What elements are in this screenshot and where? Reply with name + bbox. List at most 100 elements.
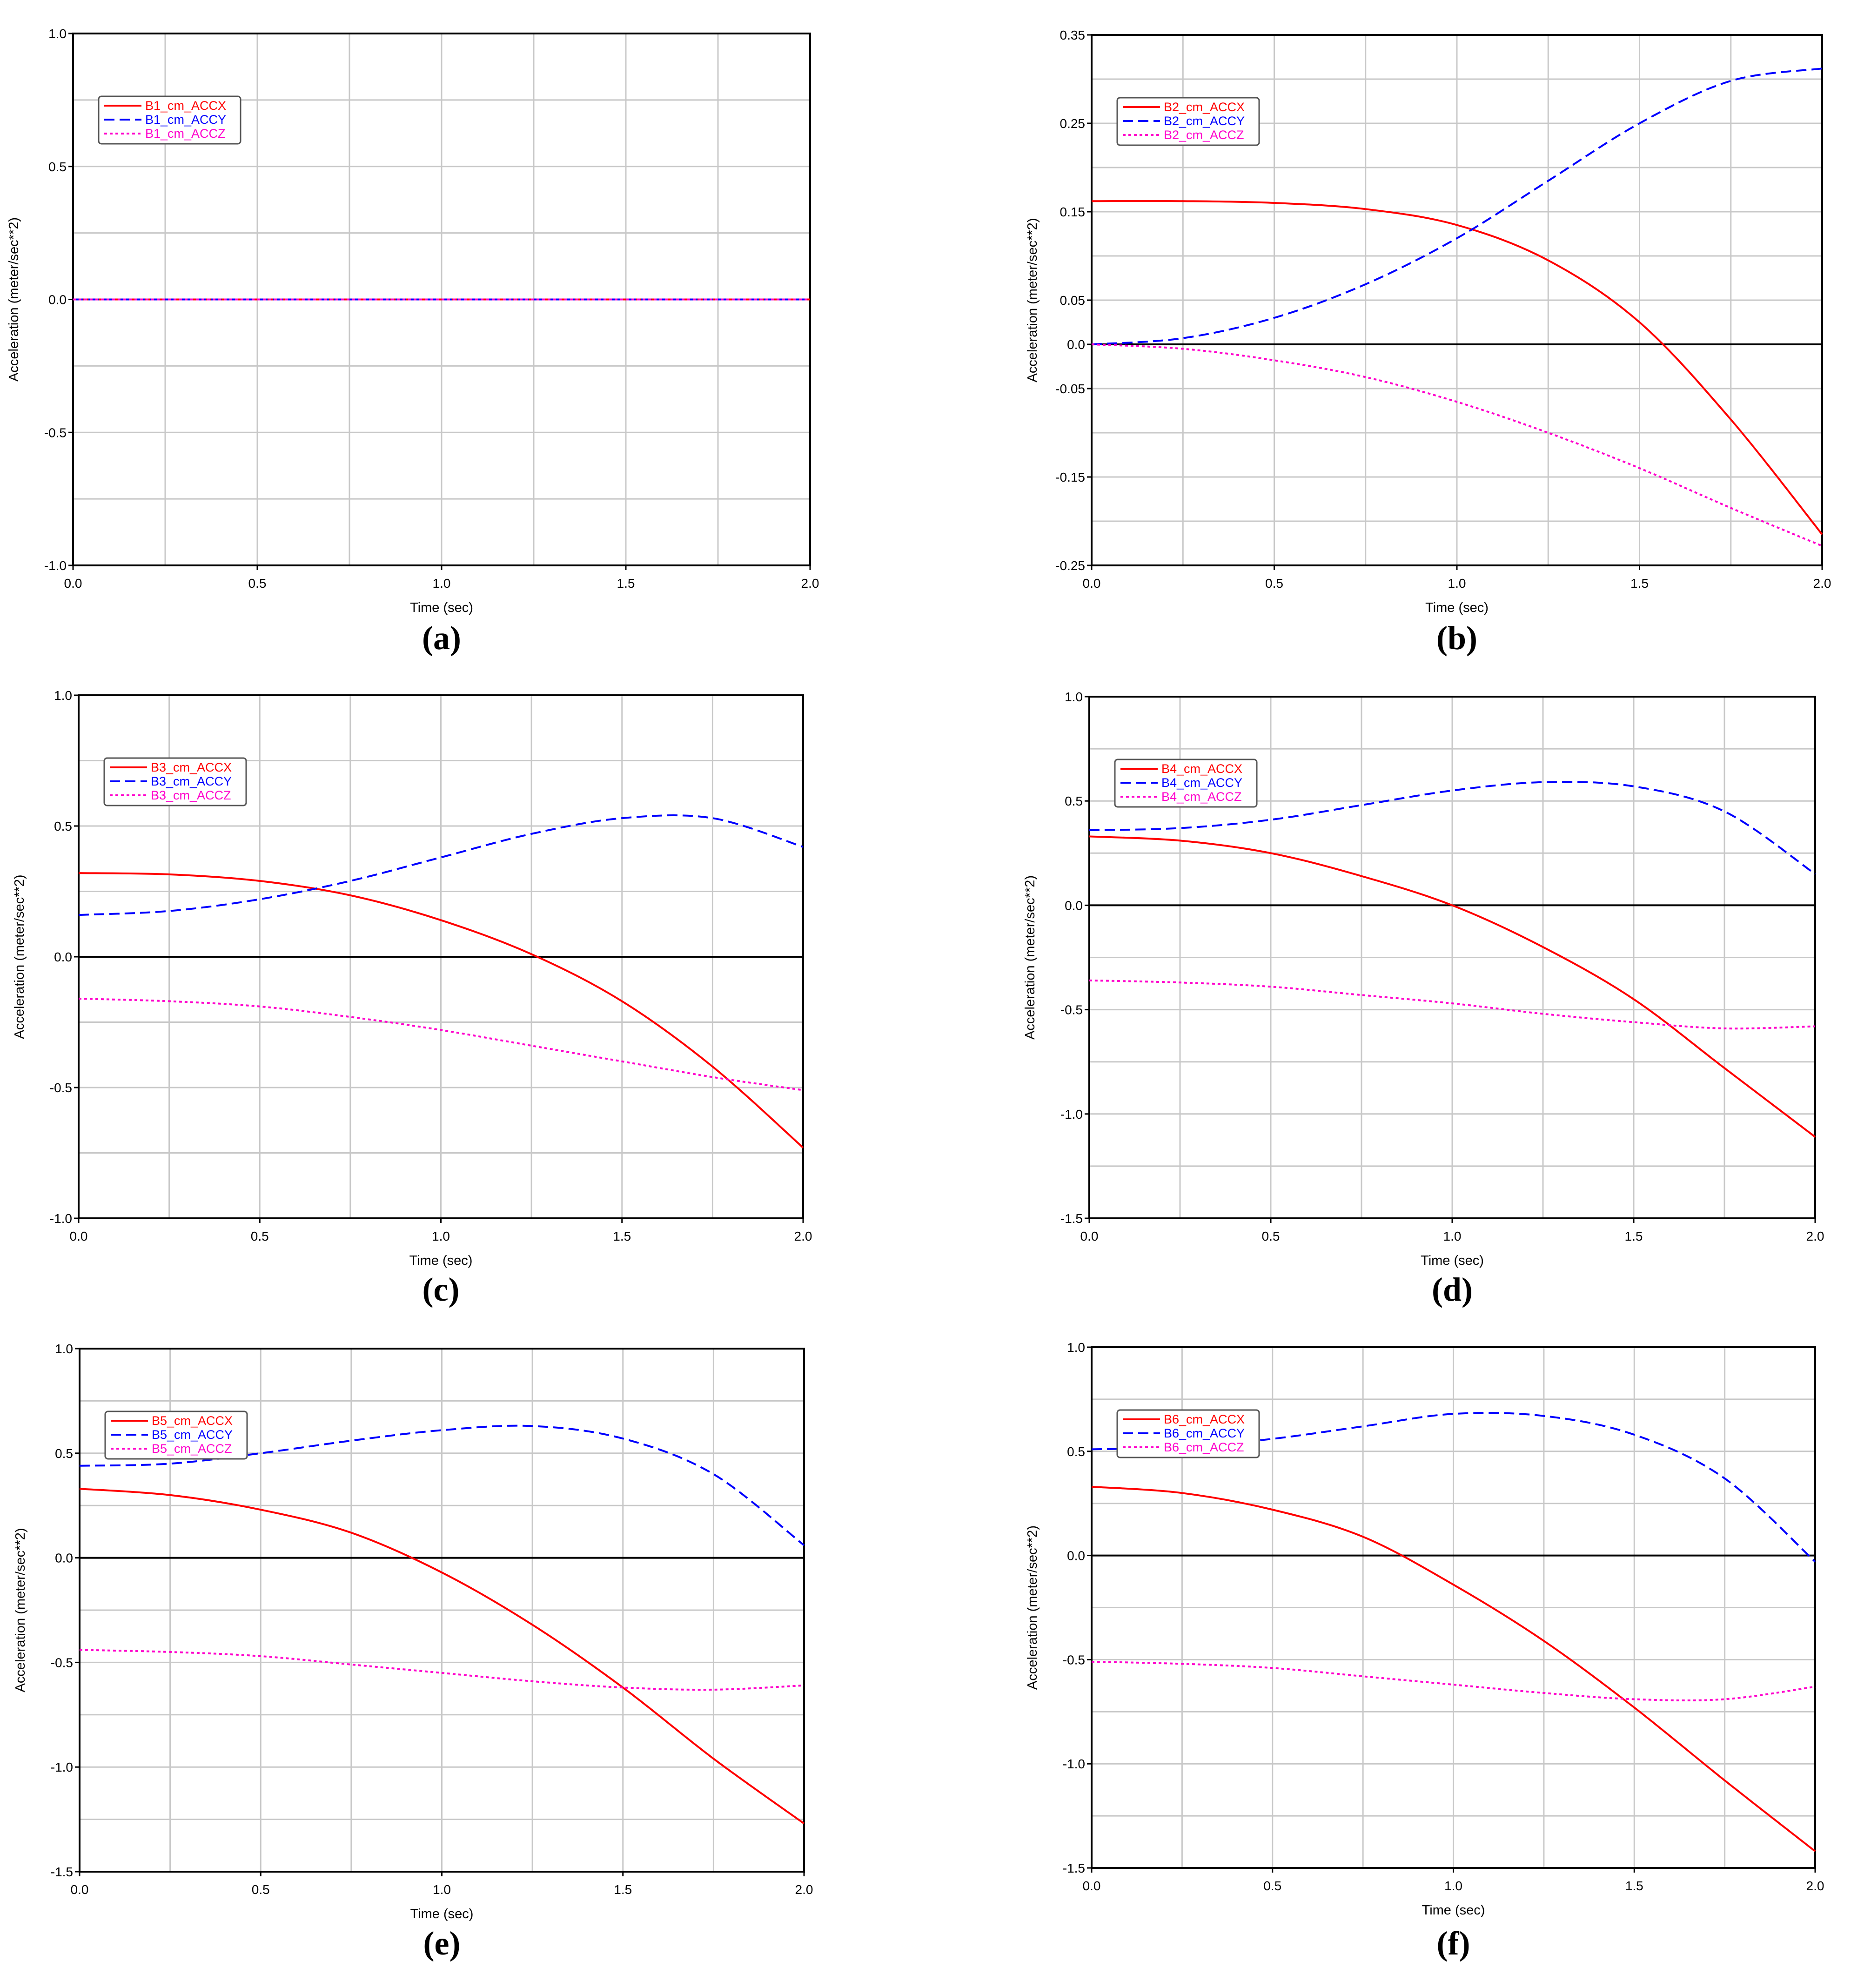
legend-label: B1_cm_ACCX: [145, 99, 226, 113]
chart-panel-a: 0.0 0.5 1.0 1.5 2.0 -1.0 -0.5 0.0 0.5 1.0 Time (se…: [7, 27, 819, 657]
y-tick-label: 0.0: [1067, 1549, 1085, 1563]
y-tick-label: -0.5: [1063, 1652, 1085, 1667]
legend-label: B1_cm_ACCZ: [145, 127, 226, 141]
x-tick-label: 0.5: [1262, 1229, 1280, 1243]
series-line-B3_cm_ACCX: [78, 872, 804, 1148]
x-tick-label: 0.0: [71, 1882, 89, 1897]
x-tick-label: 0.5: [1265, 576, 1283, 591]
panel-caption: (b): [1436, 619, 1477, 657]
x-tick-label: 0.5: [248, 576, 267, 591]
series-line-B3_cm_ACCZ: [78, 997, 804, 1091]
y-tick-label: 1.0: [48, 27, 67, 41]
series-line-B4_cm_ACCZ: [1089, 979, 1816, 1030]
x-tick-label: 2.0: [801, 576, 819, 591]
series-line-B4_cm_ACCY: [1089, 781, 1816, 875]
x-axis-label: Time (sec): [410, 1907, 474, 1921]
legend-label: B5_cm_ACCY: [152, 1428, 233, 1442]
legend-label: B3_cm_ACCZ: [151, 788, 231, 802]
x-axis-label: Time (sec): [1425, 600, 1489, 615]
legend-label: B3_cm_ACCY: [151, 774, 232, 788]
legend-label: B2_cm_ACCY: [1164, 114, 1245, 128]
x-tick-label: 2.0: [1813, 576, 1831, 591]
y-tick-label: 0.5: [1067, 1444, 1085, 1459]
y-tick-label: 0.15: [1060, 205, 1086, 219]
legend-box: [1114, 759, 1258, 808]
series-line-B6_cm_ACCX: [1091, 1485, 1816, 1852]
y-axis-label: Acceleration (meter/sec**2): [1023, 875, 1038, 1040]
x-tick-label: 1.5: [613, 1229, 631, 1243]
y-tick-label: 0.5: [54, 819, 72, 833]
y-tick-label: 0.0: [48, 293, 67, 307]
x-tick-label: 1.0: [1444, 1879, 1462, 1893]
x-tick-label: 1.5: [1625, 1229, 1643, 1243]
x-axis-label: Time (sec): [410, 600, 473, 615]
x-tick-label: 0.5: [251, 1229, 269, 1243]
x-tick-label: 1.5: [617, 576, 635, 591]
x-tick-label: 0.0: [1083, 576, 1101, 591]
y-tick-label: 1.0: [54, 688, 72, 703]
y-axis-label: Acceleration (meter/sec**2): [12, 875, 27, 1039]
series-line-B2_cm_ACCX: [1091, 200, 1823, 535]
series-line-B4_cm_ACCX: [1089, 835, 1816, 1138]
x-tick-label: 2.0: [1806, 1229, 1824, 1243]
y-axis-label: Acceleration (meter/sec**2): [1025, 1525, 1040, 1690]
y-axis-label: Acceleration (meter/sec**2): [1025, 218, 1040, 383]
panel-caption: (a): [422, 619, 461, 657]
y-axis-label: Acceleration (meter/sec**2): [13, 1528, 28, 1692]
legend-label: B2_cm_ACCX: [1164, 100, 1245, 114]
y-tick-label: 1.0: [55, 1342, 73, 1356]
y-tick-label: 1.0: [1067, 1340, 1085, 1355]
legend-box: [1116, 1409, 1260, 1458]
legend-box: [1116, 97, 1260, 146]
x-tick-label: 0.5: [1263, 1879, 1281, 1893]
y-tick-label: -0.5: [44, 425, 67, 440]
legend-label: B5_cm_ACCX: [152, 1414, 233, 1428]
y-axis-label: Acceleration (meter/sec**2): [7, 217, 21, 382]
y-tick-label: -0.5: [50, 1081, 72, 1095]
x-tick-label: 0.0: [64, 576, 82, 591]
y-tick-label: 0.5: [48, 160, 67, 174]
legend-label: B4_cm_ACCX: [1161, 762, 1242, 776]
legend-box: [98, 95, 241, 145]
x-tick-label: 0.0: [1083, 1879, 1101, 1893]
series-line-B5_cm_ACCX: [79, 1488, 805, 1825]
y-tick-label: -1.5: [51, 1865, 73, 1879]
x-tick-label: 0.5: [252, 1882, 270, 1897]
chart-panel-f: 0.0 0.5 1.0 1.5 2.0 -1.5 -1.0 -0.5 0.0 0.5 1.0 Time…: [1025, 1340, 1824, 1962]
y-tick-label: -0.5: [1060, 1003, 1083, 1017]
panel-caption: (f): [1437, 1925, 1470, 1962]
chart-panel-e: 0.0 0.5 1.0 1.5 2.0 -1.5 -1.0 -0.5 0.0 0.5 1.0 Time…: [13, 1342, 813, 1962]
legend-label: B1_cm_ACCY: [145, 113, 226, 127]
x-tick-label: 1.5: [1630, 576, 1649, 591]
x-tick-label: 1.0: [433, 1882, 451, 1897]
series-line-B2_cm_ACCY: [1091, 67, 1823, 345]
y-tick-label: -1.5: [1063, 1861, 1085, 1875]
x-tick-label: 1.0: [1448, 576, 1466, 591]
y-tick-label: 0.5: [55, 1446, 73, 1461]
legend-label: B4_cm_ACCY: [1161, 776, 1242, 790]
series-line-B5_cm_ACCZ: [79, 1649, 805, 1691]
series-line-B5_cm_ACCY: [79, 1424, 805, 1546]
legend-label: B3_cm_ACCX: [151, 760, 232, 774]
y-tick-label: -0.05: [1055, 382, 1085, 396]
series-line-B3_cm_ACCY: [78, 814, 804, 916]
legend-label: B6_cm_ACCX: [1164, 1412, 1245, 1426]
chart-panel-d: 0.0 0.5 1.0 1.5 2.0 -1.5 -1.0 -0.5 0.0 0.5 1.0 Time…: [1023, 690, 1824, 1308]
y-tick-label: 0.0: [1067, 337, 1085, 352]
x-axis-label: Time (sec): [1421, 1253, 1484, 1268]
x-tick-label: 2.0: [1806, 1879, 1824, 1893]
chart-panel-c: 0.0 0.5 1.0 1.5 2.0 -1.0 -0.5 0.0 0.5 1.0 Time (se…: [12, 688, 812, 1308]
series-line-B2_cm_ACCZ: [1091, 343, 1823, 547]
panel-caption: (e): [423, 1925, 461, 1962]
y-tick-label: -0.5: [51, 1655, 73, 1670]
y-tick-label: -0.25: [1055, 558, 1085, 573]
y-tick-label: 0.25: [1060, 116, 1086, 131]
y-tick-label: 0.0: [55, 1551, 73, 1565]
